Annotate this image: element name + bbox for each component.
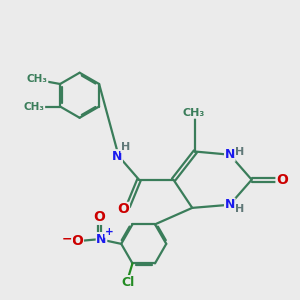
Text: N: N — [225, 198, 235, 211]
Text: Cl: Cl — [121, 276, 134, 289]
Text: O: O — [93, 210, 105, 224]
Text: +: + — [105, 227, 114, 237]
Text: N: N — [112, 150, 122, 163]
Text: N: N — [225, 148, 235, 161]
Text: CH₃: CH₃ — [27, 74, 48, 84]
Text: O: O — [71, 234, 83, 248]
Text: CH₃: CH₃ — [24, 101, 45, 112]
Text: CH₃: CH₃ — [183, 108, 205, 118]
Text: H: H — [121, 142, 130, 152]
Text: N: N — [96, 233, 107, 246]
Text: −: − — [62, 233, 72, 246]
Text: H: H — [235, 147, 244, 157]
Text: O: O — [118, 202, 129, 216]
Text: H: H — [235, 203, 244, 214]
Text: O: O — [276, 173, 288, 187]
